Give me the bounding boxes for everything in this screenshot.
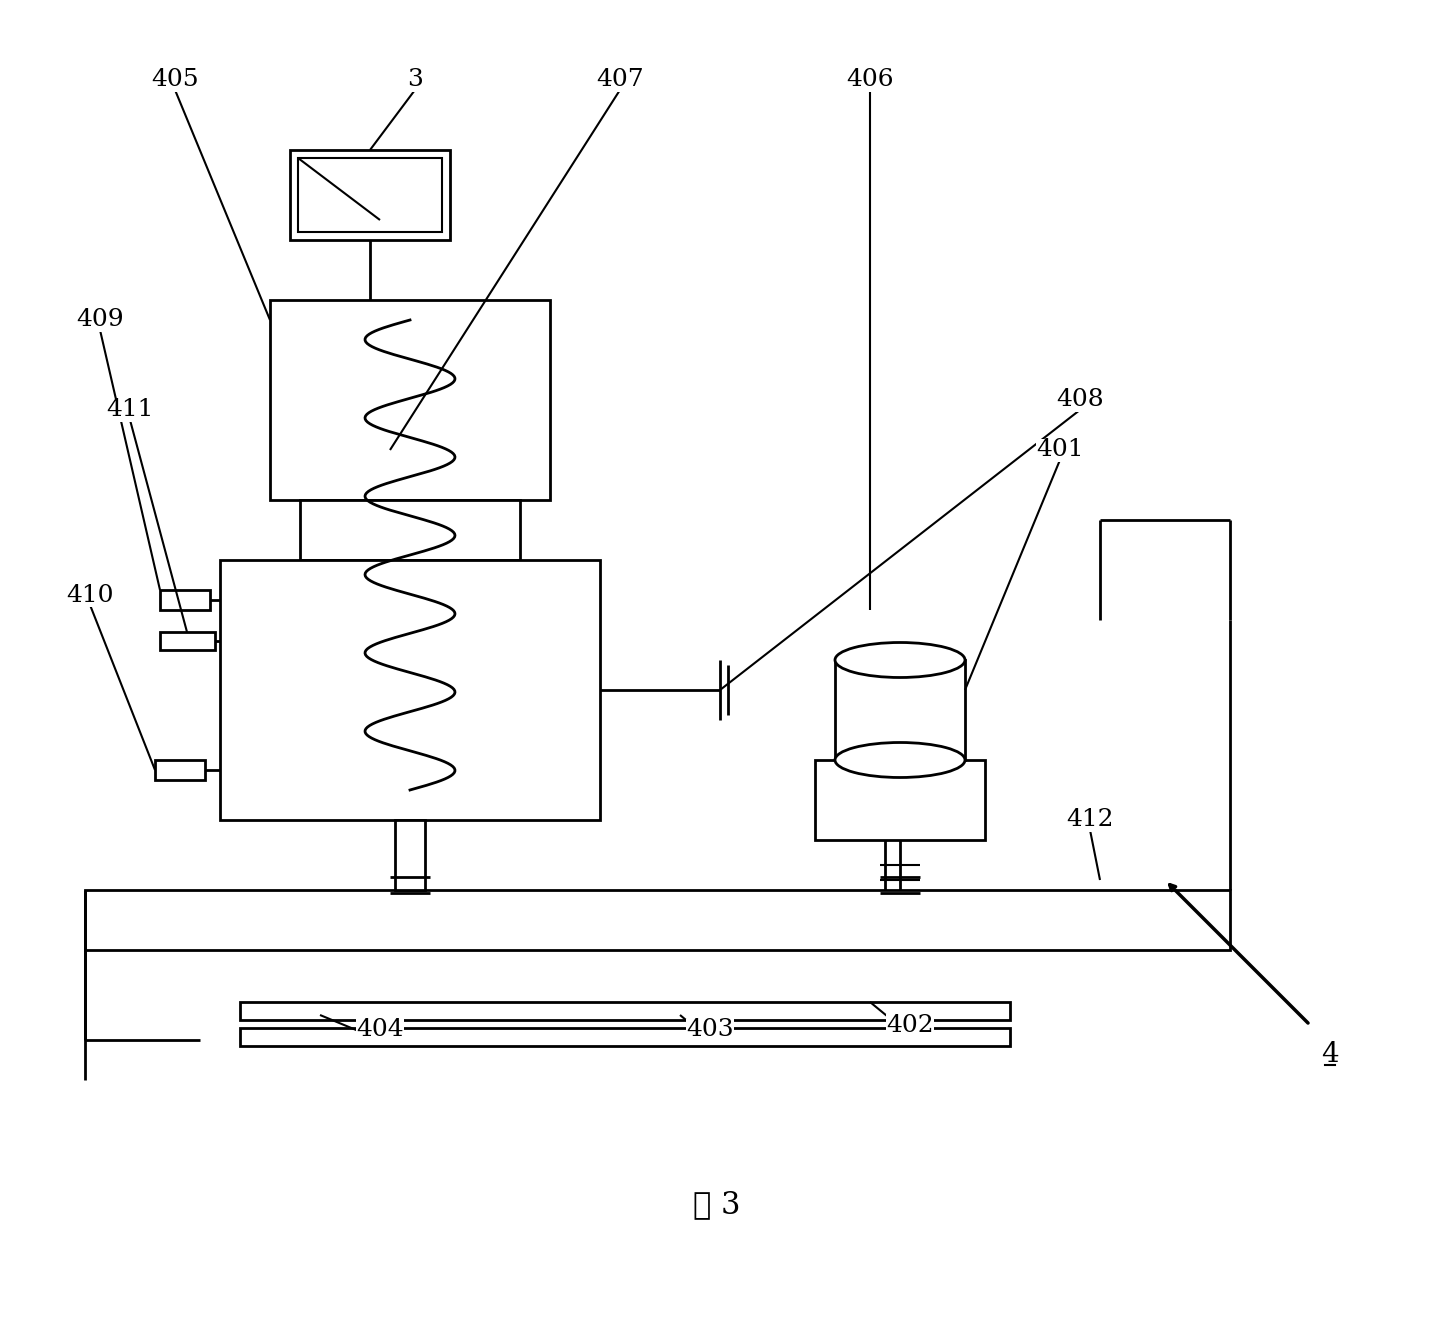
Bar (815, 760, 985, 840)
Text: 409: 409 (76, 309, 123, 331)
Bar (394, 820, 424, 890)
Bar (270, 300, 551, 500)
Text: 411: 411 (106, 399, 153, 421)
Text: 405: 405 (151, 69, 199, 91)
Bar (219, 560, 599, 820)
Text: 408: 408 (1057, 388, 1104, 412)
Text: 407: 407 (597, 69, 644, 91)
Text: 4: 4 (1321, 1041, 1339, 1068)
Text: 401: 401 (1037, 438, 1084, 462)
Bar (835, 660, 965, 760)
Bar (155, 760, 205, 780)
Text: 403: 403 (687, 1019, 734, 1041)
Bar (161, 632, 215, 649)
Bar (300, 500, 521, 560)
Text: 410: 410 (66, 583, 113, 606)
Text: 图 3: 图 3 (693, 1189, 741, 1221)
Ellipse shape (835, 742, 965, 777)
Text: 406: 406 (846, 69, 893, 91)
Ellipse shape (835, 643, 965, 677)
Bar (161, 590, 209, 610)
Text: 3: 3 (407, 69, 423, 91)
Text: 412: 412 (1067, 808, 1114, 832)
Bar (290, 150, 450, 240)
Bar (298, 158, 442, 232)
Bar (85, 890, 1230, 950)
Text: 404: 404 (356, 1019, 404, 1041)
Text: 402: 402 (886, 1014, 934, 1036)
Bar (239, 1028, 1010, 1045)
Bar (239, 1002, 1010, 1020)
